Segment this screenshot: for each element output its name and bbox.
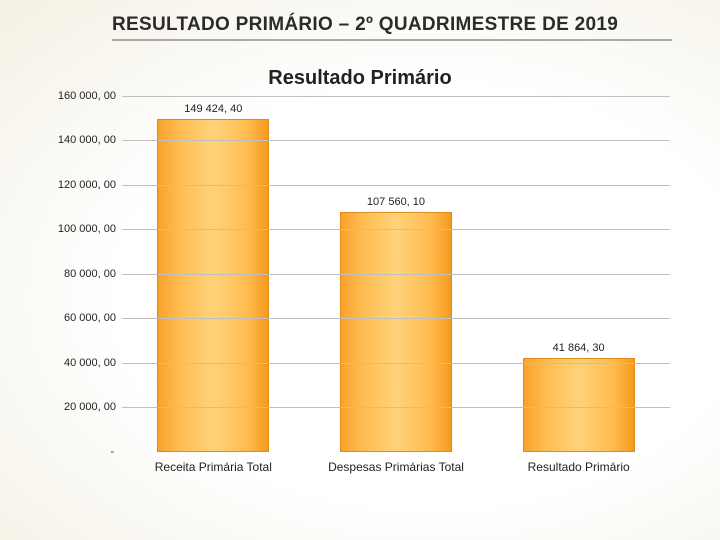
y-tick-label: 160 000, 00: [50, 90, 116, 102]
bar: [340, 212, 452, 451]
plot-area: 149 424, 40 107 560, 10 41 864, 30: [122, 96, 670, 452]
y-tick-label: 60 000, 00: [50, 312, 116, 324]
x-axis: Receita Primária Total Despesas Primárias…: [122, 452, 670, 476]
heading-wrap: RESULTADO PRIMÁRIO – 2º QUADRIMESTRE DE …: [112, 14, 672, 41]
heading-underline: [112, 39, 672, 41]
gridline: [122, 185, 670, 186]
x-category-label: Despesas Primárias Total: [328, 460, 464, 474]
gridline: [122, 407, 670, 408]
gridline: [122, 96, 670, 97]
chart-title: Resultado Primário: [24, 67, 696, 90]
y-tick-label: 80 000, 00: [50, 268, 116, 280]
bar: [523, 358, 635, 451]
y-tick-label: 20 000, 00: [50, 401, 116, 413]
bar-value-label: 41 864, 30: [553, 342, 605, 354]
bar: [157, 119, 269, 451]
bar-value-label: 149 424, 40: [184, 103, 242, 115]
bar-value-label: 107 560, 10: [367, 196, 425, 208]
gridline: [122, 229, 670, 230]
y-tick-label: 100 000, 00: [50, 223, 116, 235]
y-tick-label: 140 000, 00: [50, 134, 116, 146]
gridline: [122, 318, 670, 319]
y-tick-label: 40 000, 00: [50, 357, 116, 369]
chart-area: 149 424, 40 107 560, 10 41 864, 30 Receita…: [50, 96, 670, 476]
slide-heading: RESULTADO PRIMÁRIO – 2º QUADRIMESTRE DE …: [112, 14, 672, 36]
y-tick-label: 120 000, 00: [50, 179, 116, 191]
slide: RESULTADO PRIMÁRIO – 2º QUADRIMESTRE DE …: [0, 0, 720, 540]
y-tick-label: -: [50, 446, 114, 458]
gridline: [122, 140, 670, 141]
x-category-label: Resultado Primário: [528, 460, 630, 474]
gridline: [122, 363, 670, 364]
x-category-label: Receita Primária Total: [155, 460, 272, 474]
gridline: [122, 274, 670, 275]
